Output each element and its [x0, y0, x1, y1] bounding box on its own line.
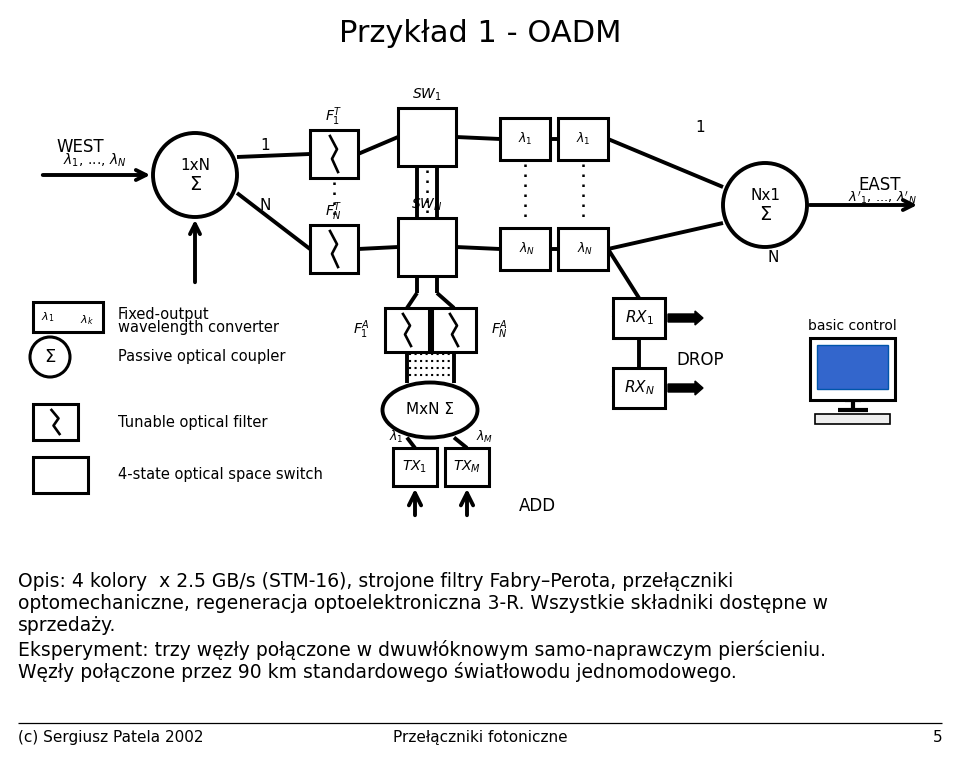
Bar — [398, 218, 456, 276]
Text: DROP: DROP — [676, 351, 724, 369]
Text: $TX_1$: $TX_1$ — [402, 459, 427, 475]
Bar — [815, 414, 890, 424]
Text: optomechaniczne, regeneracja optoelektroniczna 3-R. Wszystkie składniki dostępne: optomechaniczne, regeneracja optoelektro… — [18, 594, 828, 613]
Text: $\lambda_1$: $\lambda_1$ — [517, 131, 533, 147]
Text: Węzły połączone przez 90 km standardowego światłowodu jednomodowego.: Węzły połączone przez 90 km standardoweg… — [18, 662, 736, 682]
Text: $\lambda_k$: $\lambda_k$ — [81, 313, 94, 327]
Text: $\lambda_N$: $\lambda_N$ — [518, 241, 535, 257]
Text: Σ: Σ — [44, 348, 56, 366]
Bar — [393, 448, 437, 486]
Text: Przełączniki fotoniczne: Przełączniki fotoniczne — [393, 730, 567, 745]
Text: Passive optical coupler: Passive optical coupler — [118, 349, 285, 365]
Text: Tunable optical filter: Tunable optical filter — [118, 415, 268, 430]
Bar — [398, 108, 456, 166]
Text: 1: 1 — [260, 137, 270, 152]
Text: basic control: basic control — [808, 319, 897, 333]
Text: $SW_N$: $SW_N$ — [411, 197, 443, 213]
Bar — [445, 448, 489, 486]
Text: Nx1: Nx1 — [750, 189, 780, 203]
Text: (c) Sergiusz Patela 2002: (c) Sergiusz Patela 2002 — [18, 730, 204, 745]
Text: Σ: Σ — [189, 174, 202, 193]
Bar — [310, 130, 358, 178]
Text: Eksperyment: trzy węzły połączone w dwuwłóknowym samo-naprawczym pierścieniu.: Eksperyment: trzy węzły połączone w dwuw… — [18, 640, 826, 660]
Bar — [310, 225, 358, 273]
Text: N: N — [259, 198, 271, 212]
Text: ADD: ADD — [519, 497, 556, 515]
Text: 4-state optical space switch: 4-state optical space switch — [118, 468, 323, 483]
Text: $F_N^A$: $F_N^A$ — [491, 318, 508, 341]
Text: wavelength converter: wavelength converter — [118, 320, 279, 335]
Text: 1xN: 1xN — [180, 158, 210, 174]
Bar — [613, 298, 665, 338]
Text: 5: 5 — [932, 730, 942, 745]
Bar — [817, 345, 888, 389]
Text: $TX_M$: $TX_M$ — [453, 459, 481, 475]
Text: 1: 1 — [695, 120, 705, 134]
Bar — [432, 308, 476, 352]
Bar — [558, 228, 608, 270]
Bar — [558, 118, 608, 160]
Bar — [33, 457, 88, 493]
Text: $\lambda_1$: $\lambda_1$ — [576, 131, 590, 147]
Text: MxN Σ: MxN Σ — [406, 402, 454, 418]
Text: Opis: 4 kolory  x 2.5 GB/s (STM-16), strojone filtry Fabry–Perota, przełączniki: Opis: 4 kolory x 2.5 GB/s (STM-16), stro… — [18, 572, 733, 591]
Bar — [500, 118, 550, 160]
Text: $F_1^A$: $F_1^A$ — [353, 318, 370, 341]
Bar — [500, 228, 550, 270]
Bar — [810, 338, 895, 400]
FancyArrow shape — [668, 311, 703, 325]
Text: $\lambda_1$: $\lambda_1$ — [41, 310, 55, 324]
Text: $RX_1$: $RX_1$ — [625, 309, 654, 327]
Bar — [613, 368, 665, 408]
Text: EAST: EAST — [859, 176, 901, 194]
Ellipse shape — [382, 383, 477, 437]
Bar — [33, 404, 78, 440]
FancyArrow shape — [668, 381, 703, 395]
Text: $F_1^T$: $F_1^T$ — [325, 105, 343, 128]
Bar — [385, 308, 429, 352]
Circle shape — [30, 337, 70, 377]
Text: $\lambda'_1$, ..., $\lambda'_N$: $\lambda'_1$, ..., $\lambda'_N$ — [848, 190, 917, 206]
Text: $SW_1$: $SW_1$ — [412, 87, 442, 103]
Text: $\lambda_N$: $\lambda_N$ — [577, 241, 593, 257]
Text: $\lambda_1$: $\lambda_1$ — [389, 429, 403, 445]
Text: Przykład 1 - OADM: Przykład 1 - OADM — [339, 20, 621, 49]
Text: $F_N^T$: $F_N^T$ — [325, 201, 343, 224]
Text: $\lambda_1$, ..., $\lambda_N$: $\lambda_1$, ..., $\lambda_N$ — [63, 152, 127, 169]
Text: $\lambda_M$: $\lambda_M$ — [476, 429, 493, 445]
Text: Fixed-output: Fixed-output — [118, 307, 209, 322]
Text: WEST: WEST — [57, 138, 104, 156]
Circle shape — [153, 133, 237, 217]
Text: sprzedaży.: sprzedaży. — [18, 616, 116, 635]
Text: N: N — [767, 249, 779, 265]
Text: Σ: Σ — [758, 205, 771, 224]
Bar — [33, 302, 103, 332]
Text: $RX_N$: $RX_N$ — [624, 379, 655, 397]
Circle shape — [723, 163, 807, 247]
